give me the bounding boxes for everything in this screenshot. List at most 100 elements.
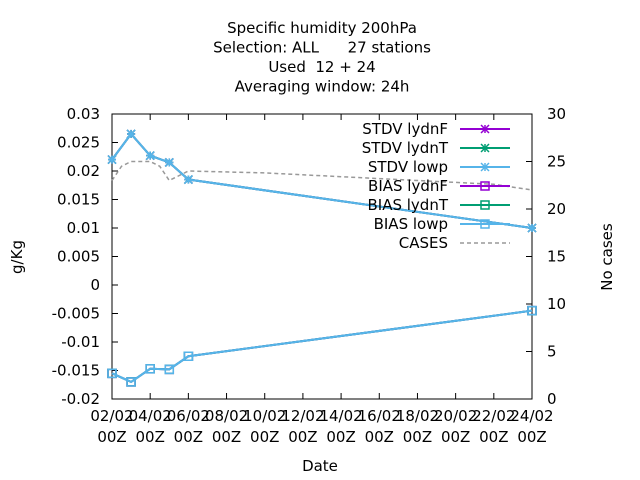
data-point	[480, 124, 490, 134]
plot-border	[111, 113, 533, 400]
x-tick-label: 00Z	[97, 428, 126, 446]
y2-tick-label: 5	[547, 343, 557, 361]
x-tick-label: 00Z	[517, 428, 546, 446]
chart-title: Specific humidity 200hPa Selection: ALL 2…	[213, 19, 431, 96]
legend-item: BIAS lowp	[374, 215, 510, 233]
series-cases	[111, 160, 533, 191]
x-tick-label: 06/02	[167, 407, 210, 425]
x-tick-label: 00Z	[479, 428, 508, 446]
y-axis-right: 0 5 10 15 20 25 30	[526, 105, 566, 408]
legend-item: BIAS lydnT	[367, 196, 510, 214]
x-tick-label: 04/02	[129, 407, 172, 425]
x-tick-label: 02/02	[90, 407, 133, 425]
y-tick-label: 0.015	[57, 191, 100, 209]
legend-item: STDV lowp	[368, 158, 510, 176]
x-tick-label: 00Z	[326, 428, 355, 446]
y-axis-label: g/Kg	[8, 240, 26, 274]
y-tick-label: 0.025	[57, 134, 100, 152]
y-axis-left: 0.03 0.025 0.02 0.015 0.01 0.005 0 -0.005 -0.01 -…	[52, 105, 118, 408]
data-point	[107, 368, 117, 379]
title-line-2: Used 12 + 24	[268, 58, 375, 76]
series-line	[111, 309, 533, 384]
y2-tick-label: 15	[547, 248, 566, 266]
x-tick-label: 14/02	[319, 407, 362, 425]
x-tick-label: 18/02	[396, 407, 439, 425]
x-tick-label: 24/02	[510, 407, 553, 425]
legend-item: BIAS lydnF	[368, 177, 510, 195]
y2-axis-label: No cases	[598, 223, 616, 291]
legend-label: BIAS lydnF	[368, 177, 448, 195]
title-line-3: Averaging window: 24h	[235, 78, 410, 96]
data-point	[480, 143, 490, 153]
x-tick-label: 10/02	[243, 407, 286, 425]
y-tick-label: 0.01	[67, 219, 100, 237]
x-tick-label: 20/02	[434, 407, 477, 425]
y-tick-label: -0.005	[52, 305, 100, 323]
data-point	[480, 181, 490, 191]
data-point	[527, 305, 537, 316]
series-stdv-lydnf	[107, 129, 537, 233]
y2-tick-label: 0	[547, 390, 557, 408]
series-line	[111, 160, 533, 191]
y-tick-label: -0.01	[61, 333, 100, 351]
x-tick-label: 00Z	[250, 428, 279, 446]
x-tick-label: 00Z	[403, 428, 432, 446]
y-tick-label: 0.02	[67, 162, 100, 180]
legend-item: CASES	[399, 234, 510, 252]
x-tick-label: 00Z	[174, 428, 203, 446]
data-point	[183, 351, 194, 361]
x-tick-label: 00Z	[135, 428, 164, 446]
x-tick-label: 12/02	[281, 407, 324, 425]
x-axis: 02/0200Z04/0200Z06/0200Z08/0200Z10/0200Z…	[90, 114, 554, 446]
y2-tick-label: 10	[547, 295, 566, 313]
title-line-1: Selection: ALL 27 stations	[213, 39, 431, 57]
data-point	[480, 162, 490, 172]
y2-tick-label: 20	[547, 200, 566, 218]
legend-label: STDV lydnT	[362, 139, 449, 157]
data-point	[145, 364, 155, 374]
data-point	[126, 377, 136, 387]
x-tick-label: 16/02	[358, 407, 401, 425]
y2-tick-label: 25	[547, 153, 566, 171]
y-tick-label: -0.02	[61, 390, 100, 408]
data-point	[480, 200, 490, 210]
legend-label: BIAS lydnT	[367, 196, 448, 214]
data-point	[183, 175, 193, 185]
series-stdv-lydnt	[107, 129, 537, 233]
x-tick-label: 08/02	[205, 407, 248, 425]
series-line	[111, 309, 533, 384]
data-point	[527, 223, 537, 233]
series-line	[111, 132, 533, 229]
x-tick-label: 22/02	[472, 407, 515, 425]
plot-area	[111, 113, 533, 400]
x-tick-label: 00Z	[288, 428, 317, 446]
data-point	[164, 157, 174, 167]
series-stdv-lowp	[107, 129, 537, 233]
x-tick-label: 00Z	[212, 428, 241, 446]
data-point	[164, 364, 175, 375]
legend-label: BIAS lowp	[374, 215, 448, 233]
y-tick-label: 0	[90, 276, 100, 294]
x-tick-label: 00Z	[441, 428, 470, 446]
title-line-0: Specific humidity 200hPa	[227, 19, 417, 37]
legend-label: STDV lydnF	[362, 120, 448, 138]
legend-item: STDV lydnT	[362, 139, 510, 157]
legend-label: STDV lowp	[368, 158, 448, 176]
data-point	[480, 219, 490, 229]
legend-item: STDV lydnF	[362, 120, 510, 138]
x-axis-label: Date	[302, 457, 338, 475]
x-tick-label: 00Z	[365, 428, 394, 446]
y-tick-label: 0.005	[57, 248, 100, 266]
series-layer	[107, 129, 537, 387]
data-point	[126, 129, 136, 139]
series-bias-lowp	[107, 305, 537, 387]
series-line	[111, 309, 533, 384]
legend-label: CASES	[399, 234, 448, 252]
data-point	[107, 155, 117, 165]
y2-tick-label: 30	[547, 105, 566, 123]
y-tick-label: 0.03	[67, 105, 100, 123]
y-tick-label: -0.015	[52, 362, 100, 380]
